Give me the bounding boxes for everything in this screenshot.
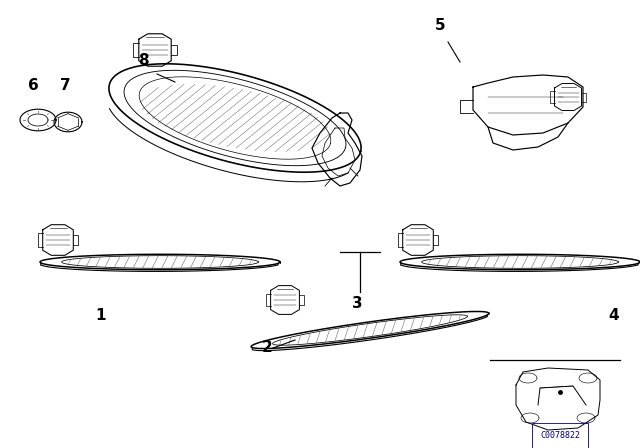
Text: 4: 4 (608, 308, 619, 323)
Text: 8: 8 (138, 53, 148, 68)
Text: 1: 1 (95, 308, 106, 323)
Text: 3: 3 (352, 296, 363, 311)
Text: 2: 2 (262, 340, 273, 355)
Text: 7: 7 (60, 78, 70, 93)
Text: 6: 6 (28, 78, 39, 93)
Text: 5: 5 (435, 18, 445, 33)
Text: C0078822: C0078822 (540, 431, 580, 440)
